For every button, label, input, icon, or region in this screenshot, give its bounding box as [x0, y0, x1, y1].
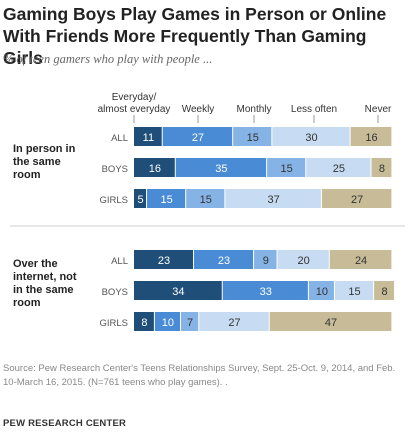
bar-value-1-0-4: 24	[355, 255, 367, 267]
bar-value-0-1-1: 35	[215, 163, 227, 175]
bar-segment-1-0-0	[134, 250, 194, 269]
bar-segment-0-0-0	[134, 127, 162, 146]
bar-value-1-2-0: 8	[141, 317, 147, 329]
bar-segment-1-0-3	[277, 250, 329, 269]
bar-value-0-1-2: 15	[281, 163, 293, 175]
bar-value-0-1-4: 8	[379, 163, 385, 175]
bar-segment-0-0-2	[233, 127, 272, 146]
bar-segment-0-1-2	[267, 158, 306, 177]
group-label-1-line1: internet, not	[13, 271, 77, 283]
bar-value-0-0-0: 11	[143, 132, 154, 144]
bar-value-1-1-4: 8	[381, 286, 387, 298]
bar-segment-0-2-3	[225, 189, 321, 208]
row-label-1-0: ALL	[111, 256, 128, 267]
bar-segment-0-1-1	[175, 158, 267, 177]
group-label-0-line0: In person in	[13, 143, 76, 155]
row-label-0-1: BOYS	[102, 164, 128, 175]
legend-label-0-line1: Everyday/	[112, 92, 157, 103]
bar-value-1-0-0: 23	[158, 255, 170, 267]
row-label-1-2: GIRLS	[99, 318, 128, 329]
bar-segment-0-1-4	[371, 158, 392, 177]
group-label-1-line3: room	[13, 297, 41, 309]
bar-segment-0-2-0	[134, 189, 147, 208]
bar-value-0-2-2: 15	[200, 194, 212, 206]
bar-value-1-2-4: 47	[325, 317, 337, 329]
bar-value-1-1-2: 10	[316, 286, 328, 298]
bar-segment-0-0-3	[272, 127, 350, 146]
bar-segment-1-1-2	[308, 281, 334, 300]
bar-value-0-2-0: 5	[137, 194, 143, 206]
group-label-1-line2: in the same	[13, 284, 74, 296]
legend-label-2: Monthly	[236, 104, 271, 115]
bar-value-0-0-3: 30	[305, 132, 317, 144]
bar-value-0-2-4: 27	[351, 194, 363, 206]
bar-segment-0-1-0	[134, 158, 175, 177]
legend-label-0-line2: almost everyday	[98, 104, 171, 115]
bar-value-0-0-4: 16	[365, 132, 377, 144]
bar-segment-1-1-1	[222, 281, 308, 300]
legend-label-1: Weekly	[182, 104, 215, 115]
bar-segment-0-2-1	[147, 189, 186, 208]
bar-segment-1-1-0	[134, 281, 222, 300]
bar-value-0-1-3: 25	[333, 163, 345, 175]
row-label-0-0: ALL	[111, 133, 128, 144]
bar-segment-1-0-4	[329, 250, 392, 269]
bar-value-1-1-1: 33	[260, 286, 272, 298]
bar-segment-0-0-1	[162, 127, 233, 146]
group-label-0-line1: the same	[13, 156, 61, 168]
bar-segment-1-1-3	[334, 281, 374, 300]
bar-value-1-2-2: 7	[187, 317, 193, 329]
bar-segment-1-0-1	[194, 250, 254, 269]
bar-value-0-2-1: 15	[161, 194, 173, 206]
bar-segment-1-0-2	[254, 250, 277, 269]
bar-segment-0-0-4	[350, 127, 392, 146]
bar-value-1-0-2: 9	[263, 255, 269, 267]
bar-value-1-1-3: 15	[348, 286, 360, 298]
legend-label-3: Less often	[291, 104, 337, 115]
bar-segment-0-1-3	[306, 158, 371, 177]
bar-segment-1-2-4	[269, 312, 392, 331]
group-label-1-line0: Over the	[13, 258, 58, 270]
bar-segment-1-2-2	[180, 312, 199, 331]
bar-segment-0-2-2	[186, 189, 225, 208]
bar-value-0-1-0: 16	[149, 163, 161, 175]
bar-segment-1-1-4	[374, 281, 394, 300]
source-note: Source: Pew Research Center's Teens Rela…	[3, 363, 396, 388]
bar-segment-1-2-3	[199, 312, 269, 331]
chart-subtitle: % of teen gamers who play with people ..…	[3, 52, 213, 66]
bar-value-1-1-0: 34	[172, 286, 184, 298]
bar-value-1-2-1: 10	[162, 317, 174, 329]
bar-value-0-0-2: 15	[247, 132, 259, 144]
legend-label-4: Never	[365, 104, 392, 115]
bar-value-1-2-3: 27	[228, 317, 240, 329]
bar-value-0-2-3: 37	[268, 194, 280, 206]
bar-value-0-0-1: 27	[192, 132, 204, 144]
chart-title: Gaming Boys Play Games in Person or Onli…	[3, 4, 387, 68]
bar-value-1-0-3: 20	[298, 255, 310, 267]
stacked-bar-chart: Everyday/almost everyday Weekly Monthly Les…	[10, 92, 405, 331]
bar-segment-1-2-0	[134, 312, 154, 331]
bar-segment-1-2-1	[154, 312, 180, 331]
row-label-1-1: BOYS	[102, 287, 128, 298]
group-label-0-line2: room	[13, 169, 41, 181]
bar-segment-0-2-4	[321, 189, 392, 208]
organization-label: PEW RESEARCH CENTER	[3, 418, 127, 429]
bar-value-1-0-1: 23	[218, 255, 230, 267]
row-label-0-2: GIRLS	[99, 195, 128, 206]
